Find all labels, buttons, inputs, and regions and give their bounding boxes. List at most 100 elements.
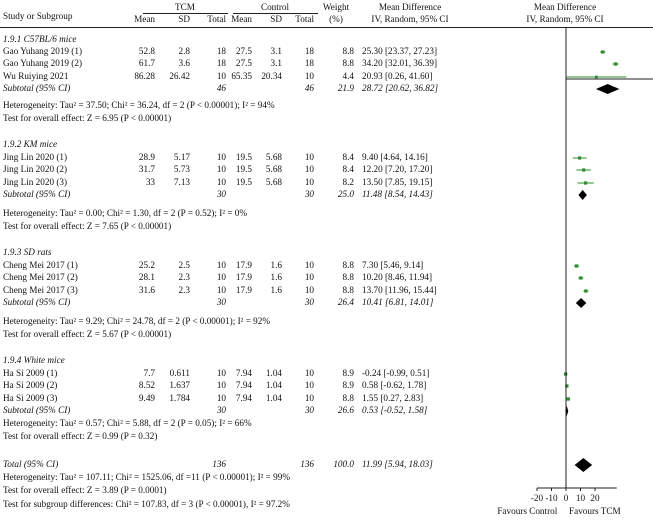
- total-ci: 11.99 [5.94, 18.03]: [362, 459, 433, 469]
- subtotal-n1: 30: [216, 297, 226, 307]
- heterogeneity-text: Heterogeneity: Tau² = 0.57; Chi² = 5.88,…: [3, 418, 252, 428]
- cell-w: 8.9: [342, 380, 354, 390]
- header-tcm: TCM: [175, 2, 195, 12]
- cell-sd1: 26.42: [169, 71, 190, 81]
- cell-ci: 1.55 [0.27, 2.83]: [362, 393, 424, 403]
- header-study: Study or Subgroup: [3, 11, 73, 21]
- x-tick-label: 20: [590, 493, 600, 503]
- study-name: Ha Si 2009 (1): [3, 368, 58, 378]
- subtotal-diamond-2: [578, 190, 587, 200]
- cell-m1: 28.9: [138, 152, 155, 162]
- total-diamond: [574, 458, 593, 472]
- subgroup-title-4: 1.9.4 White mice: [3, 355, 65, 365]
- cell-n1: 10: [216, 152, 226, 162]
- cell-ci: 13.70 [11.96, 15.44]: [362, 285, 437, 295]
- cell-n2: 18: [304, 58, 314, 68]
- study-name: Gao Yuhang 2019 (2): [3, 58, 83, 68]
- subtotal-ci: 11.48 [8.54, 14.43]: [362, 189, 433, 199]
- cell-n2: 10: [304, 285, 314, 295]
- x-tick-label: 0: [564, 493, 569, 503]
- cell-sd2: 1.04: [265, 393, 282, 403]
- cell-m1: 52.8: [138, 46, 155, 56]
- subtotal-diamond-3: [575, 298, 587, 308]
- subtotal-label: Subtotal (95% CI): [3, 297, 71, 307]
- study-name: Wu Ruiying 2021: [3, 71, 69, 81]
- subgroup-title-1: 1.9.1 C57BL/6 mice: [3, 34, 77, 44]
- cell-ci: 12.20 [7.20, 17.20]: [362, 164, 433, 174]
- cell-m2: 17.9: [235, 285, 252, 295]
- header-total-tcm: Total: [207, 14, 226, 24]
- cell-sd1: 5.73: [173, 164, 190, 174]
- header-sd-tcm: SD: [178, 14, 190, 24]
- subtotal-weight: 26.4: [337, 297, 354, 307]
- cell-m1: 86.28: [134, 71, 155, 81]
- cell-m2: 7.94: [235, 368, 252, 378]
- cell-m2: 19.5: [235, 152, 252, 162]
- cell-w: 8.2: [342, 177, 354, 187]
- favours-tcm-label: Favours TCM: [569, 506, 621, 516]
- header-md-sub: IV, Random, 95% CI: [371, 14, 449, 24]
- cell-w: 8.9: [342, 368, 354, 378]
- cell-m1: 33: [145, 177, 155, 187]
- study-name: Jing Lin 2020 (3): [3, 177, 68, 187]
- header-md-plot-sub: IV, Random, 95% CI: [526, 14, 604, 24]
- header-mean-control: Mean: [231, 14, 252, 24]
- cell-m1: 9.49: [138, 393, 155, 403]
- subtotal-n1: 46: [216, 83, 226, 93]
- subtotal-ci: 28.72 [20.62, 36.82]: [362, 83, 439, 93]
- cell-ci: -0.24 [-0.99, 0.51]: [362, 368, 430, 378]
- header-weight: Weight: [322, 2, 350, 12]
- cell-m1: 31.6: [138, 285, 155, 295]
- study-point-2: [613, 62, 618, 66]
- cell-ci: 10.20 [8.46, 11.94]: [362, 272, 433, 282]
- cell-m2: 19.5: [235, 177, 252, 187]
- cell-n2: 10: [304, 177, 314, 187]
- cell-w: 8.4: [342, 164, 354, 174]
- header-sd-control: SD: [270, 14, 282, 24]
- cell-ci: 25.30 [23.37, 27.23]: [362, 46, 438, 56]
- subtotal-n2: 46: [304, 83, 314, 93]
- cell-n1: 18: [216, 46, 226, 56]
- cell-sd1: 2.3: [178, 272, 190, 282]
- total-overall-effect: Test for overall effect: Z = 3.89 (P = 0…: [3, 485, 167, 495]
- overall-effect-text: Test for overall effect: Z = 6.95 (P < 0…: [3, 113, 172, 123]
- cell-ci: 0.58 [-0.62, 1.78]: [362, 380, 427, 390]
- cell-w: 8.8: [342, 393, 354, 403]
- study-name: Ha Si 2009 (3): [3, 393, 58, 403]
- cell-sd2: 20.34: [261, 71, 282, 81]
- cell-m2: 19.5: [235, 164, 252, 174]
- study-point-11: [565, 384, 569, 388]
- total-label: Total (95% CI): [3, 459, 59, 469]
- cell-n2: 10: [304, 393, 314, 403]
- subgroup-differences: Test for subgroup differences: Chi² = 10…: [3, 499, 290, 509]
- cell-ci: 7.30 [5.46, 9.14]: [362, 260, 424, 270]
- cell-n1: 10: [216, 393, 226, 403]
- cell-n2: 10: [304, 152, 314, 162]
- cell-n1: 10: [216, 177, 226, 187]
- cell-n2: 10: [304, 380, 314, 390]
- cell-m2: 27.5: [235, 58, 252, 68]
- cell-sd2: 1.6: [270, 285, 282, 295]
- total-n2: 136: [300, 459, 314, 469]
- study-point-8: [579, 276, 583, 280]
- study-name: Gao Yuhang 2019 (1): [3, 46, 83, 56]
- total-n1: 136: [212, 459, 226, 469]
- cell-sd2: 5.68: [265, 164, 282, 174]
- cell-sd1: 1.784: [169, 393, 190, 403]
- cell-n1: 10: [216, 272, 226, 282]
- subtotal-n2: 30: [304, 297, 314, 307]
- header-control: Control: [260, 2, 290, 12]
- cell-sd2: 1.6: [270, 272, 282, 282]
- overall-effect-text: Test for overall effect: Z = 0.99 (P = 0…: [3, 431, 158, 441]
- header-rule: [0, 27, 653, 28]
- cell-w: 8.8: [342, 58, 354, 68]
- subtotal-n1: 30: [216, 405, 226, 415]
- cell-n2: 10: [304, 260, 314, 270]
- study-name: Jing Lin 2020 (2): [3, 164, 68, 174]
- cell-w: 8.8: [342, 272, 354, 282]
- subtotal-label: Subtotal (95% CI): [3, 83, 71, 93]
- cell-n2: 10: [304, 164, 314, 174]
- cell-m2: 17.9: [235, 272, 252, 282]
- cell-n2: 18: [304, 46, 314, 56]
